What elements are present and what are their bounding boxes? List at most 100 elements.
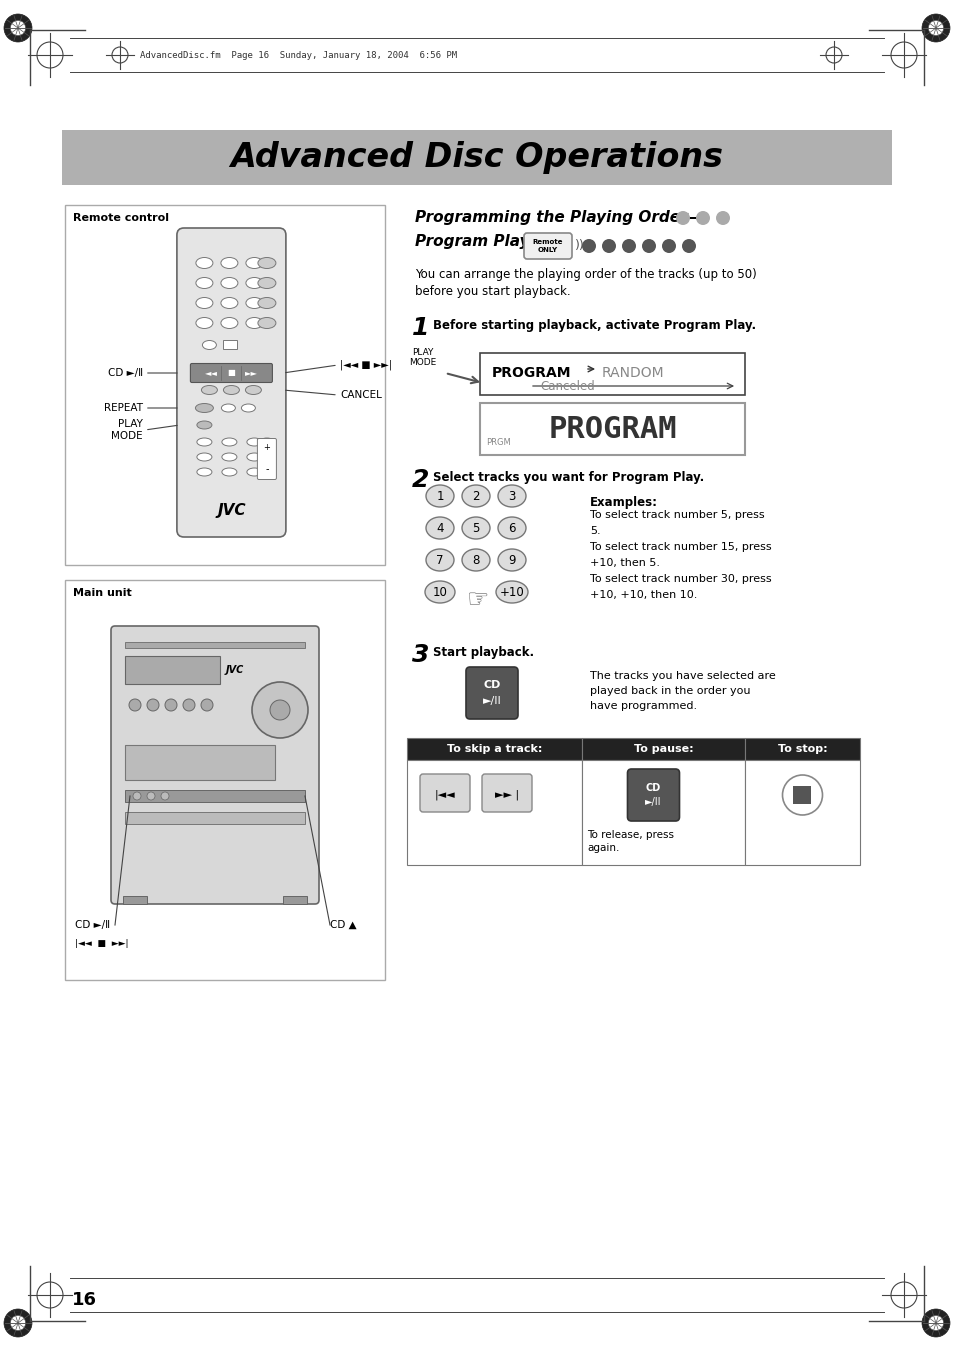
Text: Before starting playback, activate Program Play.: Before starting playback, activate Progr… [433, 319, 756, 332]
Text: 9: 9 [508, 554, 516, 566]
Ellipse shape [257, 277, 275, 289]
Text: 6: 6 [508, 521, 516, 535]
Ellipse shape [241, 404, 255, 412]
Text: PLAY
MODE: PLAY MODE [112, 419, 143, 440]
Circle shape [781, 775, 821, 815]
Text: +: + [263, 443, 270, 451]
Circle shape [716, 211, 729, 226]
Circle shape [4, 1309, 32, 1337]
Text: CD: CD [645, 784, 660, 793]
Ellipse shape [222, 453, 236, 461]
Bar [479, 403, 744, 455]
Ellipse shape [195, 297, 213, 308]
Text: JVC: JVC [217, 503, 246, 517]
Text: REPEAT: REPEAT [104, 403, 143, 413]
Ellipse shape [461, 485, 490, 507]
Bar [744, 738, 859, 761]
Text: ►► |: ►► | [495, 790, 518, 800]
Circle shape [252, 682, 308, 738]
Ellipse shape [246, 297, 263, 308]
Ellipse shape [195, 317, 213, 328]
Bar [407, 738, 581, 761]
Text: ►/II: ►/II [482, 696, 501, 707]
Ellipse shape [247, 453, 262, 461]
Text: Select tracks you want for Program Play.: Select tracks you want for Program Play. [433, 471, 703, 484]
Text: CD: CD [483, 680, 500, 690]
Ellipse shape [259, 438, 274, 446]
Text: Remote
ONLY: Remote ONLY [532, 239, 562, 253]
Text: before you start playback.: before you start playback. [415, 285, 570, 299]
Text: |◄◄ ■ ►►|: |◄◄ ■ ►►| [339, 359, 392, 370]
Text: RANDOM: RANDOM [601, 366, 664, 380]
FancyBboxPatch shape [176, 228, 286, 536]
Text: 1: 1 [436, 489, 443, 503]
Text: Start playback.: Start playback. [433, 646, 534, 659]
Text: Examples:: Examples: [589, 496, 658, 509]
Ellipse shape [497, 549, 525, 571]
Circle shape [161, 792, 169, 800]
Bar [125, 812, 305, 824]
Text: To stop:: To stop: [777, 744, 826, 754]
Text: 8: 8 [472, 554, 479, 566]
Text: Main unit: Main unit [73, 588, 132, 598]
Text: played back in the order you: played back in the order you [589, 686, 750, 696]
Text: Canceled: Canceled [539, 380, 594, 393]
Text: Programming the Playing Order—: Programming the Playing Order— [415, 209, 702, 226]
Ellipse shape [201, 385, 217, 394]
Circle shape [676, 211, 689, 226]
Circle shape [927, 20, 943, 35]
Circle shape [927, 1316, 943, 1331]
Text: 10: 10 [432, 585, 447, 598]
Bar [744, 761, 859, 865]
Text: ☞: ☞ [466, 588, 489, 612]
Ellipse shape [461, 549, 490, 571]
Text: 7: 7 [436, 554, 443, 566]
Text: PROGRAM: PROGRAM [492, 366, 571, 380]
Ellipse shape [245, 385, 261, 394]
Bar [283, 896, 307, 904]
Circle shape [147, 792, 154, 800]
Ellipse shape [461, 517, 490, 539]
Ellipse shape [195, 404, 213, 412]
Text: 1: 1 [412, 316, 429, 340]
Text: Remote control: Remote control [73, 213, 169, 223]
Text: PROGRAM: PROGRAM [548, 415, 676, 443]
Text: AdvancedDisc.fm  Page 16  Sunday, January 18, 2004  6:56 PM: AdvancedDisc.fm Page 16 Sunday, January … [140, 51, 456, 61]
Circle shape [641, 239, 656, 253]
Ellipse shape [257, 297, 275, 308]
Bar [407, 761, 581, 865]
Ellipse shape [259, 453, 274, 461]
Bar [125, 744, 274, 780]
Text: |◄◄  ■  ►►|: |◄◄ ■ ►►| [75, 939, 129, 947]
Text: PRGM: PRGM [485, 438, 510, 447]
Bar [123, 896, 147, 904]
Circle shape [129, 698, 141, 711]
Circle shape [270, 700, 290, 720]
Text: ►►: ►► [245, 369, 257, 377]
Text: Advanced Disc Operations: Advanced Disc Operations [231, 141, 722, 174]
Circle shape [165, 698, 177, 711]
Ellipse shape [247, 467, 262, 476]
Ellipse shape [195, 277, 213, 289]
Text: )): )) [575, 239, 584, 253]
Ellipse shape [222, 467, 236, 476]
Text: CANCEL: CANCEL [339, 390, 381, 400]
Ellipse shape [221, 317, 237, 328]
Bar [125, 642, 305, 648]
Circle shape [10, 1316, 26, 1331]
Text: To release, press
again.: To release, press again. [586, 830, 673, 854]
FancyBboxPatch shape [257, 439, 276, 480]
Text: To select track number 5, press: To select track number 5, press [589, 509, 763, 520]
Text: ◄◄: ◄◄ [205, 369, 217, 377]
Text: To skip a track:: To skip a track: [446, 744, 541, 754]
Bar [581, 738, 744, 761]
FancyBboxPatch shape [465, 667, 517, 719]
FancyBboxPatch shape [191, 363, 273, 382]
Text: Program Play: Program Play [415, 234, 529, 249]
Text: To select track number 15, press: To select track number 15, press [589, 542, 771, 553]
Text: +10, then 5.: +10, then 5. [589, 558, 659, 567]
Ellipse shape [257, 258, 275, 269]
Text: 3: 3 [508, 489, 516, 503]
Circle shape [581, 239, 596, 253]
Circle shape [601, 239, 616, 253]
